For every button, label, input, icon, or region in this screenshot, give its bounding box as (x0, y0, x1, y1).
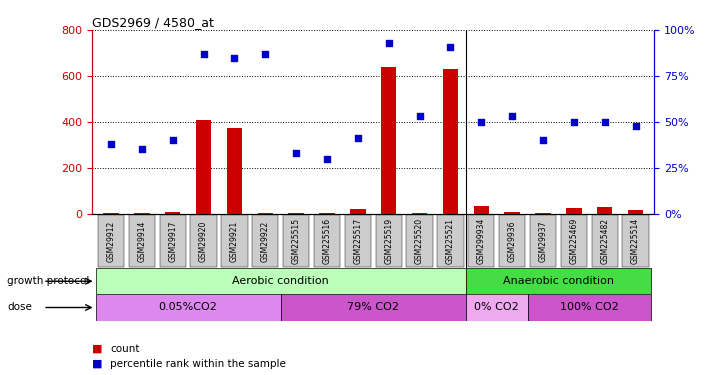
Point (105, 141, 117, 147)
Bar (281, 294, 466, 321)
Text: percentile rank within the sample: percentile rank within the sample (110, 359, 286, 369)
Text: GSM225515: GSM225515 (292, 218, 301, 264)
Bar (165, 212, 181, 214)
Text: GSM29936: GSM29936 (508, 220, 517, 262)
Bar (535, 213, 551, 214)
Point (167, 137, 178, 143)
FancyBboxPatch shape (592, 215, 618, 267)
Point (260, 51, 271, 57)
Point (290, 150, 301, 156)
Point (198, 51, 209, 57)
FancyBboxPatch shape (375, 215, 402, 267)
Bar (103, 213, 119, 214)
Point (136, 146, 147, 152)
Text: GSM225517: GSM225517 (353, 218, 363, 264)
Text: GSM225516: GSM225516 (323, 218, 331, 264)
Bar (227, 128, 242, 214)
Bar (95, 294, 281, 321)
Bar (474, 206, 489, 214)
FancyBboxPatch shape (437, 215, 464, 267)
FancyBboxPatch shape (407, 215, 433, 267)
Bar (95, 268, 466, 294)
Point (229, 55, 240, 61)
Text: GSM29917: GSM29917 (169, 220, 177, 262)
Point (476, 119, 487, 125)
FancyBboxPatch shape (191, 215, 217, 267)
Text: GSM225521: GSM225521 (446, 218, 455, 264)
Point (506, 113, 518, 119)
Bar (196, 120, 211, 214)
Bar (350, 209, 365, 214)
Text: GSM225519: GSM225519 (384, 218, 393, 264)
Bar (381, 67, 397, 214)
FancyBboxPatch shape (530, 215, 556, 267)
Bar (597, 207, 612, 214)
Point (599, 119, 611, 125)
Text: growth protocol: growth protocol (7, 276, 90, 286)
Text: GSM29914: GSM29914 (137, 220, 146, 262)
Bar (443, 69, 458, 214)
Bar (504, 212, 520, 214)
FancyBboxPatch shape (252, 215, 279, 267)
FancyBboxPatch shape (221, 215, 247, 267)
Bar (566, 208, 582, 214)
Text: 100% CO2: 100% CO2 (560, 303, 619, 312)
FancyBboxPatch shape (98, 215, 124, 267)
Point (352, 135, 363, 141)
Text: 0% CO2: 0% CO2 (474, 303, 519, 312)
FancyBboxPatch shape (314, 215, 340, 267)
Text: ■: ■ (92, 359, 103, 369)
Text: GSM29920: GSM29920 (199, 220, 208, 262)
Text: dose: dose (7, 303, 32, 312)
Point (630, 123, 641, 129)
FancyBboxPatch shape (283, 215, 309, 267)
Bar (289, 213, 304, 214)
Text: Aerobic condition: Aerobic condition (232, 276, 329, 286)
Text: Anaerobic condition: Anaerobic condition (503, 276, 614, 286)
Text: GSM299934: GSM299934 (477, 218, 486, 264)
Bar (466, 268, 651, 294)
FancyBboxPatch shape (623, 215, 648, 267)
Text: GSM225469: GSM225469 (570, 218, 578, 264)
FancyBboxPatch shape (345, 215, 371, 267)
Point (538, 137, 549, 143)
Bar (628, 210, 643, 214)
Text: GSM225482: GSM225482 (600, 218, 609, 264)
Bar (528, 294, 651, 321)
Point (568, 119, 579, 125)
Bar (134, 213, 149, 214)
Text: count: count (110, 344, 139, 354)
Text: GDS2969 / 4580_at: GDS2969 / 4580_at (92, 16, 214, 29)
Text: GSM225520: GSM225520 (415, 218, 424, 264)
Bar (412, 213, 427, 214)
Bar (257, 213, 273, 214)
Bar (466, 294, 528, 321)
Bar (319, 213, 335, 214)
Point (445, 44, 456, 50)
Point (383, 40, 395, 46)
Text: GSM29921: GSM29921 (230, 220, 239, 262)
Point (321, 156, 333, 162)
Text: GSM29912: GSM29912 (107, 220, 115, 262)
Text: GSM225514: GSM225514 (631, 218, 640, 264)
FancyBboxPatch shape (129, 215, 155, 267)
FancyBboxPatch shape (468, 215, 494, 267)
FancyBboxPatch shape (561, 215, 587, 267)
FancyBboxPatch shape (159, 215, 186, 267)
Point (414, 113, 425, 119)
Text: GSM29937: GSM29937 (538, 220, 547, 262)
Text: 79% CO2: 79% CO2 (347, 303, 400, 312)
Text: ■: ■ (92, 344, 103, 354)
Text: 0.05%CO2: 0.05%CO2 (159, 303, 218, 312)
FancyBboxPatch shape (499, 215, 525, 267)
Text: GSM29922: GSM29922 (261, 220, 269, 262)
